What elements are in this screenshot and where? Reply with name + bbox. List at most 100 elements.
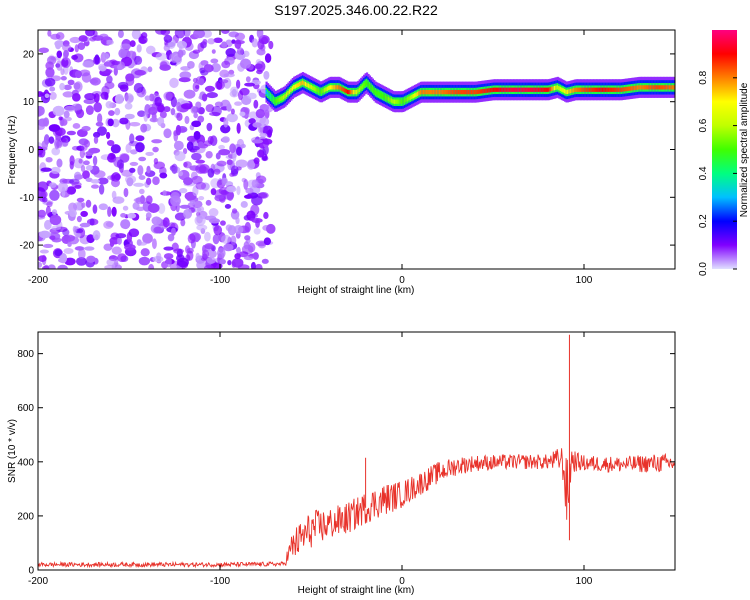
noise-blob xyxy=(117,30,124,39)
noise-blob xyxy=(60,68,65,76)
colorbar-tick-label: 0.0 xyxy=(698,262,709,276)
noise-blob xyxy=(56,50,63,59)
noise-blob xyxy=(85,164,93,171)
noise-blob xyxy=(235,79,241,89)
ridge-cell xyxy=(575,87,578,92)
noise-blob xyxy=(204,85,215,93)
noise-blob xyxy=(92,30,98,37)
ridge-cell xyxy=(604,87,607,92)
snr-ytick-label: 800 xyxy=(17,349,34,360)
noise-blob xyxy=(120,213,127,218)
ridge-cell xyxy=(390,98,393,103)
spectrogram-ytick-label: 10 xyxy=(23,97,35,108)
noise-blob xyxy=(137,241,148,246)
ridge-cell xyxy=(463,89,466,95)
noise-blob xyxy=(81,202,86,209)
noise-blob xyxy=(106,258,117,267)
noise-blob xyxy=(234,39,242,50)
ridge-cell xyxy=(454,89,457,95)
colorbar-gradient xyxy=(712,30,737,269)
noise-blob xyxy=(173,140,184,151)
ridge-cell xyxy=(325,87,328,92)
spectrogram-xtick-label: 100 xyxy=(576,275,593,286)
noise-blob xyxy=(202,30,212,38)
ridge-cell xyxy=(655,85,658,90)
noise-blob xyxy=(156,252,162,262)
ridge-cell xyxy=(507,87,510,92)
noise-blob xyxy=(240,143,246,149)
ridge-cell xyxy=(380,93,383,98)
noise-blob xyxy=(133,82,144,94)
snr-ylabel: SNR (10 * v/v) xyxy=(7,419,18,483)
spectrogram-xtick-label: -200 xyxy=(28,275,48,286)
ridge-cell xyxy=(319,89,322,94)
noise-blob xyxy=(69,155,75,166)
noise-blob xyxy=(38,105,45,117)
noise-blob xyxy=(62,44,72,52)
ridge-cell xyxy=(510,87,513,92)
noise-blob xyxy=(140,248,150,257)
ridge-cell xyxy=(556,85,559,90)
noise-blob xyxy=(213,168,221,175)
ridge-cell xyxy=(639,85,642,90)
snr-xtick-label: -200 xyxy=(28,576,48,587)
ridge-cell xyxy=(365,80,369,86)
noise-blob xyxy=(153,226,163,234)
noise-blob xyxy=(92,155,98,166)
noise-blob xyxy=(230,108,235,115)
ridge-cell xyxy=(266,91,270,96)
ridge-cell xyxy=(320,89,324,94)
ridge-cell xyxy=(539,87,542,92)
noise-blob xyxy=(129,40,136,48)
noise-blob xyxy=(92,230,101,241)
noise-blob xyxy=(235,216,240,225)
noise-blob xyxy=(102,39,107,45)
ridge-cell xyxy=(630,86,634,91)
noise-blob xyxy=(45,156,53,163)
ridge-cell xyxy=(489,88,492,93)
noise-blob xyxy=(189,200,196,206)
noise-blob xyxy=(173,248,184,254)
noise-blob xyxy=(129,133,135,144)
noise-blob xyxy=(245,76,251,83)
noise-blob xyxy=(75,246,84,251)
ridge-cell xyxy=(352,89,356,95)
ridge-cell xyxy=(354,89,357,95)
noise-blob xyxy=(227,225,237,236)
ridge-cell xyxy=(553,85,556,91)
noise-blob xyxy=(127,212,137,219)
noise-blob xyxy=(49,214,62,226)
noise-blob xyxy=(157,104,165,113)
noise-blob xyxy=(253,227,261,235)
ridge-cell xyxy=(268,93,271,98)
noise-blob xyxy=(105,39,114,45)
ridge-cell xyxy=(430,89,433,95)
noise-blob xyxy=(48,124,61,132)
noise-blob xyxy=(79,148,85,159)
ridge-cell xyxy=(288,89,291,94)
ridge-cell xyxy=(278,97,281,102)
noise-blob xyxy=(251,179,259,188)
noise-blob xyxy=(76,215,82,223)
ridge-cell xyxy=(329,85,332,90)
noise-blob xyxy=(252,122,262,128)
ridge-cell xyxy=(622,87,625,92)
ridge-cell xyxy=(561,87,564,92)
noise-blob xyxy=(163,246,174,251)
spectrogram-ytick-label: 0 xyxy=(28,145,34,156)
noise-blob xyxy=(251,139,264,144)
noise-blob xyxy=(242,50,250,58)
ridge-cell xyxy=(625,86,628,92)
noise-blob xyxy=(254,63,263,70)
noise-blob xyxy=(251,218,263,223)
ridge-cell xyxy=(368,83,372,89)
ridge-cell xyxy=(670,85,673,90)
noise-blob xyxy=(63,116,72,122)
ridge-cell xyxy=(419,90,423,95)
noise-blob xyxy=(118,48,127,59)
ridge-cell xyxy=(488,88,491,93)
ridge-cell xyxy=(652,85,655,90)
noise-blob xyxy=(89,218,95,226)
ridge-cell xyxy=(307,83,310,88)
ridge-cell xyxy=(572,88,575,93)
